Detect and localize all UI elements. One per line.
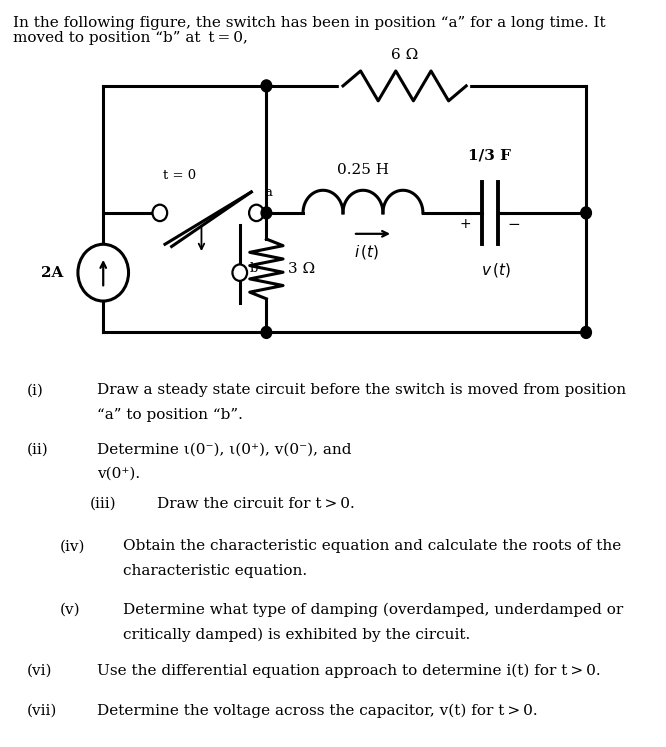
Circle shape	[261, 80, 272, 92]
Text: In the following figure, the switch has been in position “a” for a long time. It: In the following figure, the switch has …	[13, 16, 606, 31]
Text: $v\,(t)$: $v\,(t)$	[481, 261, 511, 279]
Text: (vii): (vii)	[27, 704, 57, 718]
Text: Draw the circuit for t > 0.: Draw the circuit for t > 0.	[157, 497, 354, 511]
Text: Use the differential equation approach to determine i(t) for t > 0.: Use the differential equation approach t…	[97, 663, 600, 678]
Text: 3 Ω: 3 Ω	[288, 262, 315, 276]
Text: b: b	[250, 262, 258, 276]
Text: $i\,(t)$: $i\,(t)$	[354, 243, 379, 261]
Text: Obtain the characteristic equation and calculate the roots of the: Obtain the characteristic equation and c…	[123, 539, 621, 554]
Text: (ii): (ii)	[27, 442, 49, 456]
Text: (iv): (iv)	[60, 539, 85, 554]
Text: a: a	[264, 187, 272, 199]
Text: moved to position “b” at  t = 0,: moved to position “b” at t = 0,	[13, 31, 248, 46]
Text: Draw a steady state circuit before the switch is moved from position: Draw a steady state circuit before the s…	[97, 383, 625, 397]
Text: Determine the voltage across the capacitor, v(t) for t > 0.: Determine the voltage across the capacit…	[97, 704, 537, 718]
Text: 6 Ω: 6 Ω	[391, 48, 418, 62]
Text: critically damped) is exhibited by the circuit.: critically damped) is exhibited by the c…	[123, 627, 470, 642]
Text: characteristic equation.: characteristic equation.	[123, 564, 307, 578]
Text: Determine ι(0⁻), ι(0⁺), v(0⁻), and: Determine ι(0⁻), ι(0⁺), v(0⁻), and	[97, 442, 351, 456]
Circle shape	[261, 207, 272, 219]
Text: (v): (v)	[60, 603, 81, 617]
Text: v(0⁺).: v(0⁺).	[97, 467, 140, 481]
Circle shape	[261, 326, 272, 338]
Text: (vi): (vi)	[27, 663, 52, 678]
Circle shape	[153, 205, 167, 221]
Text: t = 0: t = 0	[163, 169, 196, 182]
Circle shape	[581, 326, 591, 338]
Text: +: +	[459, 217, 471, 231]
Text: 0.25 H: 0.25 H	[337, 163, 389, 177]
Text: (iii): (iii)	[90, 497, 117, 511]
Circle shape	[249, 205, 264, 221]
Circle shape	[232, 264, 247, 281]
Text: 1/3 F: 1/3 F	[468, 149, 511, 163]
Circle shape	[581, 207, 591, 219]
Text: “a” to position “b”.: “a” to position “b”.	[97, 408, 242, 422]
Text: (i): (i)	[27, 383, 43, 397]
Text: 2A: 2A	[41, 266, 63, 279]
Text: Determine what type of damping (overdamped, underdamped or: Determine what type of damping (overdamp…	[123, 603, 623, 617]
Text: −: −	[507, 217, 521, 232]
